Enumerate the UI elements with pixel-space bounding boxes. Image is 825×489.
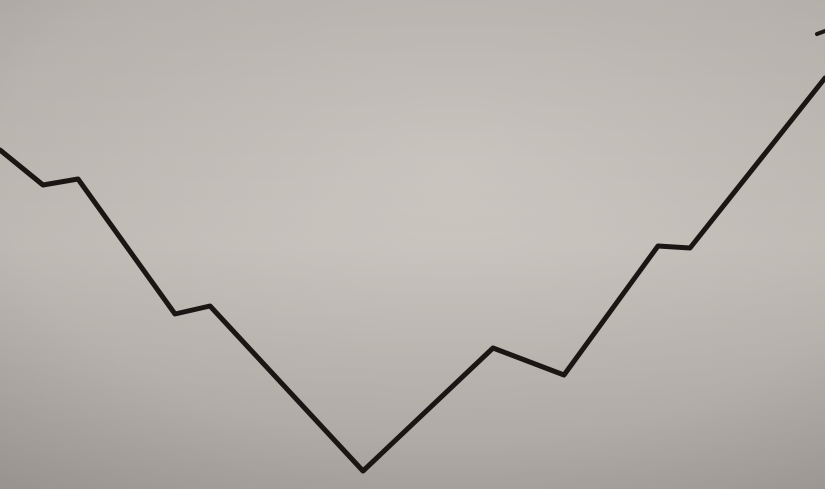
hand-drawn-zigzag-line	[0, 75, 825, 474]
line-end-stroke	[815, 29, 825, 36]
